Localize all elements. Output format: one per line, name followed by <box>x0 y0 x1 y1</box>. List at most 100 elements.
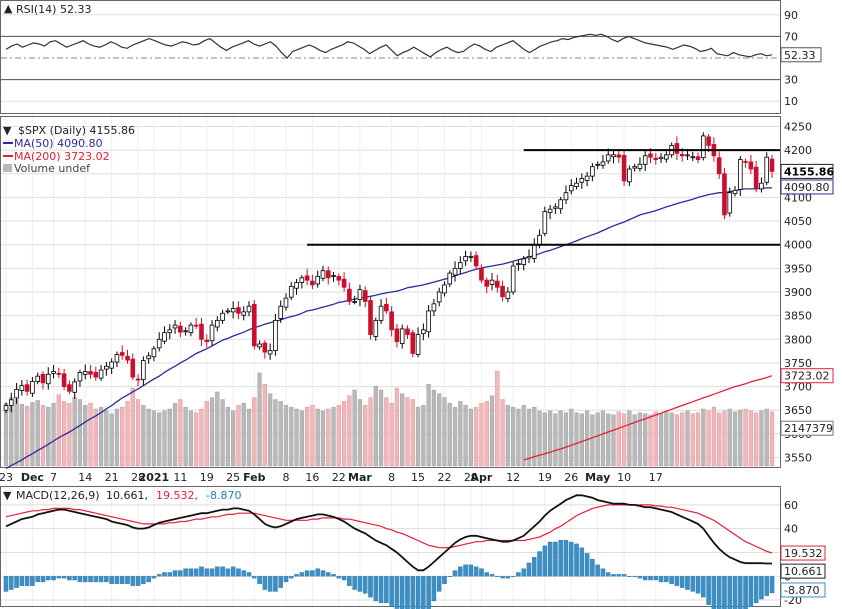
volume-bar <box>294 408 299 467</box>
macd-hist-bar <box>24 576 30 586</box>
candle-body <box>262 342 268 353</box>
macd-hist-bar <box>605 572 611 577</box>
macd-hist-bar <box>162 572 167 577</box>
macd-hist-bar <box>236 568 241 577</box>
macd-hist-bar <box>442 576 447 585</box>
candle-body <box>130 358 136 378</box>
macd-hist-bar <box>479 568 484 577</box>
rsi-panel-frame <box>0 0 781 114</box>
candle-body <box>500 285 505 298</box>
volume-bar <box>72 397 77 467</box>
candle-body <box>72 381 77 393</box>
macd-hist-bar <box>727 576 733 609</box>
candle-body <box>764 156 770 183</box>
volume-bar <box>695 412 701 467</box>
volume-bar <box>331 406 336 467</box>
volume-bar <box>326 408 331 467</box>
macd-hist-bar <box>88 576 93 583</box>
macd-hist-bar <box>93 576 99 583</box>
volume-bar <box>125 401 130 467</box>
macd-hist-bar <box>125 576 130 585</box>
candle-body <box>220 312 225 321</box>
macd-hist-bar <box>368 576 373 598</box>
candle-body <box>685 154 690 157</box>
price-title-text: $SPX (Daily) 4155.86 <box>18 124 135 137</box>
date-label: May <box>585 471 610 484</box>
resistance-lines <box>307 149 780 246</box>
volume-bar <box>431 389 437 467</box>
volume-bar <box>320 410 326 467</box>
price-tick-label: 3550 <box>784 452 812 465</box>
macd-hist-bar <box>178 570 183 577</box>
volume-bar <box>310 405 315 467</box>
volume-bar <box>141 405 146 467</box>
date-label: 2021 <box>139 471 170 484</box>
candle-body <box>632 166 637 169</box>
volume-legend-swatch <box>3 164 12 172</box>
volume-bar <box>447 403 452 467</box>
candle-body <box>600 161 606 166</box>
candle-body <box>30 380 35 394</box>
volume-bar <box>574 412 579 467</box>
ma50-line <box>5 187 772 469</box>
volume-bar <box>246 408 252 467</box>
volume-bar <box>664 410 669 467</box>
candle-body <box>236 307 241 314</box>
volume-bar <box>236 405 241 467</box>
candle-body <box>104 365 109 370</box>
macd-hist-bar <box>252 576 257 579</box>
candle-body <box>40 373 46 384</box>
candle-body <box>389 311 394 331</box>
price-tick-label: 4100 <box>784 191 812 204</box>
volume-bar <box>305 406 310 467</box>
macd-hist-bar <box>753 576 759 604</box>
volume-bar <box>553 413 558 467</box>
volume-bar <box>30 402 35 467</box>
macd-hist-bar <box>532 557 537 577</box>
volume-bar <box>717 412 722 467</box>
macd-legend: ▼ MACD(12,26,9) 10.661, 19.532, -8.870 <box>3 489 241 502</box>
macd-hist-bar <box>278 576 283 588</box>
macd-hist-bar <box>56 576 62 579</box>
price-tick-label: 3650 <box>784 404 812 417</box>
macd-hist-bar <box>347 576 352 586</box>
volume-bar <box>632 414 637 467</box>
candle-body <box>362 290 368 302</box>
volume-bar <box>336 405 341 467</box>
macd-hist-bar <box>711 576 717 609</box>
candle-body <box>24 384 30 392</box>
macd-hist-bar <box>590 558 595 577</box>
candle-body <box>368 300 373 335</box>
candle-body <box>542 211 548 234</box>
candle-body <box>695 156 701 160</box>
volume-bar <box>109 413 114 467</box>
hist-tag: -8.870 <box>784 584 819 597</box>
candle-body <box>611 154 616 158</box>
volume-bar <box>252 397 257 467</box>
volume-bar <box>489 395 495 467</box>
price-tick-label: 3750 <box>784 357 812 370</box>
date-label: 25 <box>226 471 240 484</box>
macd-hist-bar <box>40 576 46 583</box>
volume-bar <box>711 406 716 467</box>
volume-bar <box>88 403 93 467</box>
macd-hist-bar <box>679 576 685 588</box>
macd-hist-bar <box>658 576 664 583</box>
macd-hist-bar <box>563 539 569 577</box>
macd-hist-bar <box>632 576 637 578</box>
volume-bar <box>98 406 104 467</box>
price-tick-label: 4250 <box>784 120 812 133</box>
macd-hist-bar <box>246 572 252 577</box>
volume-bar <box>769 411 775 467</box>
candle-body <box>436 291 442 303</box>
candle-body <box>315 275 320 285</box>
macd-hist-bar <box>394 576 400 609</box>
macd-hist-bar <box>616 574 622 577</box>
macd-hist-bar <box>500 576 505 579</box>
candle-body <box>732 189 738 195</box>
candle-body <box>547 208 553 213</box>
macd-hist-bar <box>574 543 579 577</box>
candle-body <box>648 153 653 158</box>
macd-hist-bar <box>568 541 574 577</box>
macd-hist-bar <box>764 576 769 597</box>
